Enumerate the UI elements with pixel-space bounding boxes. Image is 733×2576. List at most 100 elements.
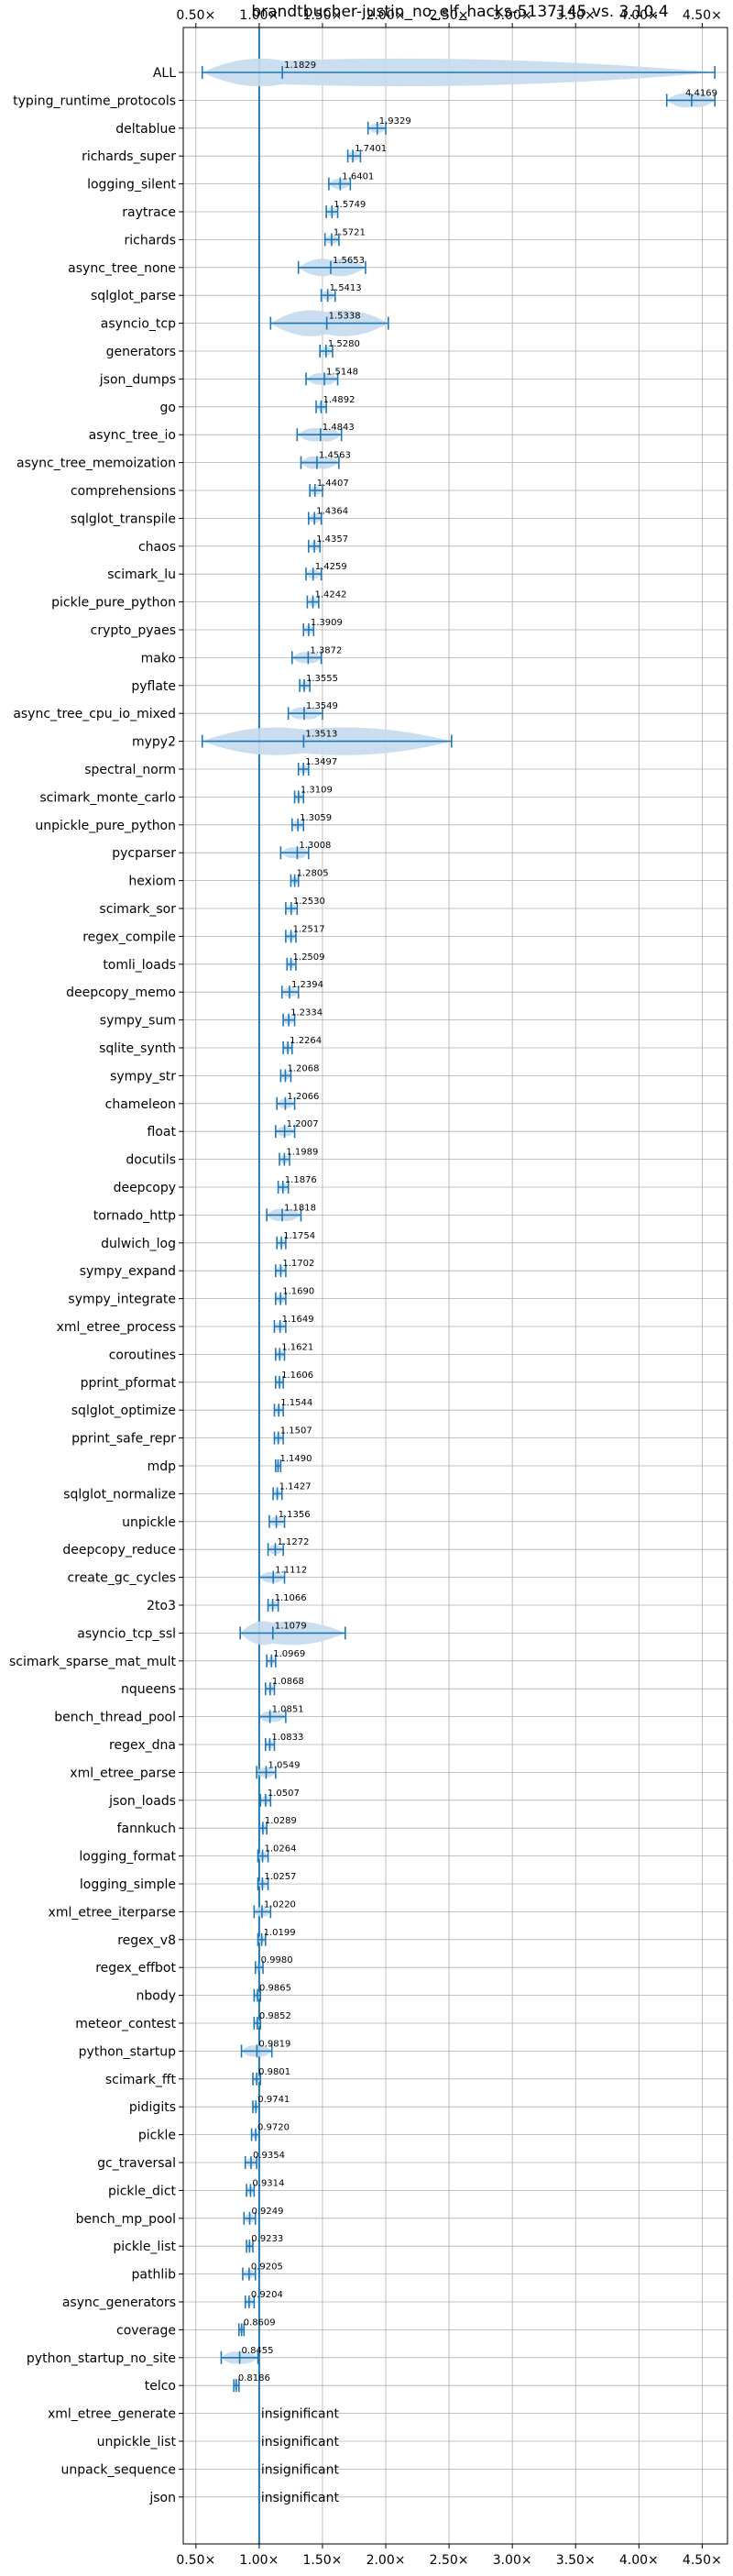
- category-label: nqueens: [121, 1682, 176, 1697]
- value-label: 1.3109: [301, 785, 333, 795]
- category-label: fannkuch: [117, 1822, 176, 1836]
- x-tick-label-bottom: 4.00×: [619, 2553, 659, 2568]
- category-label: pyflate: [131, 679, 176, 694]
- value-label: 0.9741: [257, 2095, 290, 2105]
- value-label: 1.1079: [275, 1621, 307, 1631]
- value-label: 1.5749: [334, 200, 366, 210]
- category-label: gc_traversal: [97, 2156, 176, 2171]
- value-label: 1.0264: [265, 1844, 297, 1855]
- category-label: scimark_monte_carlo: [39, 790, 176, 805]
- value-label: 1.5280: [328, 339, 360, 349]
- value-label: 1.5721: [334, 227, 366, 237]
- category-label: chameleon: [105, 1097, 176, 1112]
- value-label: 1.1490: [279, 1454, 312, 1464]
- category-label: scimark_sor: [99, 902, 176, 917]
- category-label: chaos: [138, 540, 176, 555]
- category-label: mypy2: [132, 735, 176, 750]
- category-label: json: [148, 2491, 176, 2505]
- category-label: sympy_sum: [100, 1014, 176, 1029]
- value-label: 1.2068: [287, 1063, 319, 1073]
- category-label: dulwich_log: [101, 1237, 176, 1251]
- category-label: ALL: [153, 66, 176, 81]
- category-label: deepcopy_memo: [66, 985, 176, 1000]
- category-label: crypto_pyaes: [91, 623, 176, 638]
- category-label: sqlite_synth: [99, 1041, 176, 1056]
- value-label: 1.0257: [264, 1872, 296, 1882]
- x-tick-label-bottom: 2.00×: [366, 2553, 406, 2568]
- category-label: python_startup: [79, 2044, 176, 2059]
- value-label: 1.3555: [306, 674, 338, 684]
- x-tick-label-bottom: 1.50×: [303, 2553, 343, 2568]
- value-label: 0.9314: [252, 2178, 284, 2188]
- value-label: 1.3549: [306, 701, 338, 711]
- category-label: typing_runtime_protocols: [13, 94, 176, 108]
- value-label: 1.0289: [265, 1816, 297, 1826]
- text-layer: 0.50× 0.50× 1.00× 1.00× 1.50× 1.50× 2.00× 2.00×…: [9, 8, 722, 2568]
- value-label: 1.4259: [315, 562, 347, 572]
- value-label: 1.5653: [333, 256, 365, 266]
- value-label: 1.0833: [271, 1733, 303, 1743]
- x-tick-label-top: 1.00×: [239, 8, 279, 23]
- value-label: 1.1606: [281, 1371, 313, 1381]
- value-label: 1.0549: [268, 1760, 300, 1770]
- category-label: pickle_list: [113, 2240, 176, 2254]
- value-label: 0.9204: [251, 2290, 283, 2300]
- category-label: spectral_norm: [84, 763, 176, 777]
- category-label: mdp: [148, 1459, 177, 1474]
- value-label: 1.0199: [264, 1928, 296, 1938]
- value-label: 1.6401: [342, 172, 374, 182]
- value-label: 1.2509: [293, 952, 325, 963]
- value-label: 1.1829: [284, 61, 316, 71]
- value-label: 1.1702: [282, 1259, 314, 1269]
- value-label: 1.7401: [355, 144, 387, 154]
- value-label: 1.1427: [279, 1481, 312, 1492]
- x-tick-label-top: 4.00×: [619, 8, 659, 23]
- value-label: 1.4357: [316, 534, 348, 545]
- x-tick-label-bottom: 0.50×: [176, 2553, 215, 2568]
- category-label: regex_effbot: [95, 1961, 176, 1976]
- value-label: 0.9233: [251, 2234, 283, 2244]
- value-label: 0.9720: [257, 2123, 290, 2133]
- category-label: scimark_lu: [107, 567, 176, 582]
- mark-layer: [201, 28, 716, 2544]
- value-label: 1.2264: [290, 1036, 322, 1046]
- value-label: 1.5148: [326, 367, 358, 377]
- insignificant-label: insignificant: [261, 2491, 340, 2505]
- category-label: pickle_pure_python: [51, 596, 176, 611]
- category-label: async_tree_memoization: [16, 457, 176, 471]
- value-label: 1.9329: [379, 116, 411, 127]
- value-label: 1.1507: [280, 1426, 312, 1437]
- insignificant-label: insignificant: [261, 2462, 340, 2477]
- category-label: pidigits: [129, 2100, 176, 2115]
- x-tick-label-top: 0.50×: [176, 8, 215, 23]
- category-label: telco: [145, 2379, 176, 2394]
- category-label: go: [160, 401, 176, 415]
- category-label: coverage: [116, 2323, 176, 2338]
- x-tick-label-bottom: 2.50×: [430, 2553, 469, 2568]
- category-label: regex_v8: [117, 1933, 176, 1948]
- category-label: xml_etree_parse: [70, 1766, 176, 1780]
- value-label: 0.8609: [244, 2317, 276, 2328]
- category-label: hexiom: [128, 875, 176, 889]
- category-label: python_startup_no_site: [27, 2351, 176, 2366]
- category-label: xml_etree_iterparse: [49, 1905, 176, 1920]
- x-tick-label-bottom: 3.50×: [556, 2553, 596, 2568]
- category-label: mako: [141, 651, 176, 666]
- category-label: xml_etree_generate: [48, 2407, 176, 2422]
- category-label: pprint_safe_repr: [71, 1432, 176, 1447]
- category-label: pycparser: [112, 846, 176, 861]
- value-label: 1.4407: [317, 479, 349, 489]
- category-label: scimark_fft: [105, 2073, 177, 2087]
- category-label: regex_dna: [109, 1738, 176, 1753]
- category-label: raytrace: [122, 205, 176, 220]
- category-label: sqlglot_parse: [91, 289, 176, 303]
- value-label: 0.9249: [252, 2207, 284, 2217]
- value-label: 0.8186: [238, 2373, 270, 2383]
- category-label: create_gc_cycles: [67, 1571, 176, 1586]
- category-label: unpickle_list: [97, 2435, 177, 2449]
- value-label: 1.1754: [283, 1231, 315, 1241]
- value-label: 1.3513: [305, 730, 337, 740]
- value-label: 1.1066: [275, 1593, 307, 1603]
- value-label: 1.1989: [286, 1148, 318, 1158]
- value-label: 0.9980: [261, 1955, 293, 1965]
